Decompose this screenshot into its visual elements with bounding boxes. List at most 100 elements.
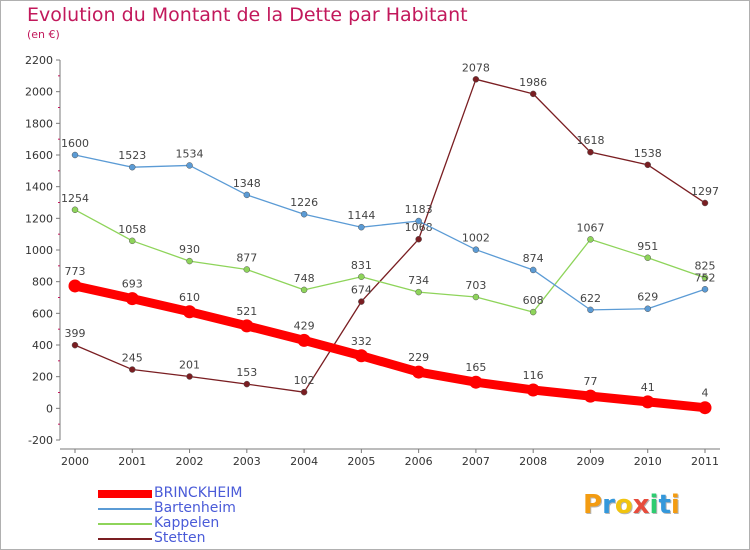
data-point-stetten xyxy=(587,148,594,156)
logo-letter: i xyxy=(670,490,680,520)
data-label-stetten: 399 xyxy=(65,327,86,340)
data-point-kappelen xyxy=(186,257,193,265)
data-label-bartenheim: 1183 xyxy=(405,203,433,216)
data-label-bartenheim: 1226 xyxy=(290,196,318,209)
data-point-stetten xyxy=(71,341,79,349)
y-tick-label: 600 xyxy=(32,307,53,320)
data-label-kappelen: 748 xyxy=(294,272,315,285)
data-label-stetten: 153 xyxy=(236,366,257,379)
data-point-brinckheim xyxy=(354,349,368,363)
data-point-kappelen xyxy=(129,237,136,245)
data-label-kappelen: 703 xyxy=(465,279,486,292)
y-tick-label: 2000 xyxy=(25,86,53,99)
data-label-kappelen: 608 xyxy=(523,294,544,307)
logo-letter: i xyxy=(649,490,659,520)
data-point-stetten xyxy=(186,373,193,380)
data-label-brinckheim: 332 xyxy=(351,335,372,348)
data-point-bartenheim xyxy=(243,191,251,199)
data-point-brinckheim xyxy=(583,389,597,403)
data-label-brinckheim: 229 xyxy=(408,351,429,364)
data-label-stetten: 1538 xyxy=(634,147,662,160)
legend-swatch xyxy=(98,508,152,510)
data-point-stetten xyxy=(415,235,422,243)
x-tick-label: 2006 xyxy=(405,455,433,468)
logo-letter: o xyxy=(614,490,633,520)
proxiti-logo: Proxiti xyxy=(583,490,680,520)
data-point-brinckheim xyxy=(526,383,540,397)
data-label-brinckheim: 521 xyxy=(236,305,257,318)
data-label-stetten: 674 xyxy=(351,284,372,297)
legend-label: Bartenheim xyxy=(154,500,236,516)
x-tick-label: 2004 xyxy=(290,455,318,468)
data-label-stetten: 1297 xyxy=(691,185,719,198)
data-point-kappelen xyxy=(529,308,537,316)
data-label-bartenheim: 629 xyxy=(637,291,658,304)
data-label-kappelen: 1254 xyxy=(61,192,89,205)
data-label-bartenheim: 874 xyxy=(523,252,544,265)
data-label-brinckheim: 165 xyxy=(465,361,486,374)
data-point-brinckheim xyxy=(412,365,426,379)
data-label-stetten: 1986 xyxy=(519,76,547,89)
data-point-bartenheim xyxy=(529,266,537,274)
data-label-brinckheim: 773 xyxy=(65,265,86,278)
data-label-kappelen: 1067 xyxy=(576,221,604,234)
data-point-stetten xyxy=(644,161,651,169)
data-label-kappelen: 930 xyxy=(179,243,200,256)
x-tick-label: 2008 xyxy=(519,455,547,468)
data-point-bartenheim xyxy=(300,210,308,218)
data-point-brinckheim xyxy=(68,279,82,293)
series-line-brinckheim xyxy=(70,281,710,413)
data-point-bartenheim xyxy=(644,305,651,312)
x-tick-label: 2001 xyxy=(118,455,146,468)
data-label-stetten: 102 xyxy=(294,374,315,387)
data-point-brinckheim xyxy=(240,319,254,333)
data-point-bartenheim xyxy=(71,151,79,159)
legend-swatch xyxy=(98,523,152,525)
data-label-brinckheim: 693 xyxy=(122,278,143,291)
data-label-stetten: 245 xyxy=(122,352,143,365)
data-point-brinckheim xyxy=(183,305,197,319)
x-tick-label: 2002 xyxy=(176,455,204,468)
data-point-kappelen xyxy=(358,273,365,281)
data-point-stetten xyxy=(129,366,136,373)
data-point-kappelen xyxy=(71,206,79,214)
chart-subtitle: (en €) xyxy=(27,28,60,41)
data-label-bartenheim: 1144 xyxy=(347,209,375,222)
data-label-stetten: 2078 xyxy=(462,61,490,74)
data-point-brinckheim xyxy=(297,333,311,347)
data-label-bartenheim: 1002 xyxy=(462,232,490,245)
x-tick-label: 2009 xyxy=(576,455,604,468)
x-tick-label: 2000 xyxy=(61,455,89,468)
data-point-brinckheim xyxy=(125,292,139,306)
data-label-bartenheim: 752 xyxy=(695,271,716,284)
data-point-brinckheim xyxy=(469,375,483,389)
data-label-brinckheim: 77 xyxy=(583,375,597,388)
y-tick-label: 1800 xyxy=(25,117,53,130)
x-tick-label: 2011 xyxy=(691,455,719,468)
y-tick-label: 1000 xyxy=(25,244,53,257)
data-point-kappelen xyxy=(701,274,709,281)
data-label-bartenheim: 1348 xyxy=(233,177,261,190)
data-label-kappelen: 831 xyxy=(351,259,372,272)
y-tick-label: 200 xyxy=(32,371,53,384)
data-point-bartenheim xyxy=(472,246,480,253)
x-tick-label: 2010 xyxy=(634,455,662,468)
x-tick-label: 2003 xyxy=(233,455,261,468)
data-point-stetten xyxy=(243,380,251,388)
data-label-kappelen: 1058 xyxy=(118,223,146,236)
chart-title: Evolution du Montant de la Dette par Hab… xyxy=(27,4,468,26)
data-point-kappelen xyxy=(472,293,480,301)
data-label-brinckheim: 4 xyxy=(702,387,709,400)
data-point-bartenheim xyxy=(415,217,422,225)
series-line-stetten xyxy=(74,78,706,393)
logo-letter: x xyxy=(632,490,650,520)
data-label-kappelen: 951 xyxy=(637,240,658,253)
data-label-bartenheim: 622 xyxy=(580,292,601,305)
data-label-stetten: 1618 xyxy=(576,134,604,147)
data-label-kappelen: 734 xyxy=(408,274,429,287)
data-point-kappelen xyxy=(587,236,594,243)
data-label-stetten: 201 xyxy=(179,359,200,372)
legend-label: Kappelen xyxy=(154,515,220,531)
data-label-brinckheim: 41 xyxy=(641,381,655,394)
data-point-bartenheim xyxy=(587,306,594,314)
